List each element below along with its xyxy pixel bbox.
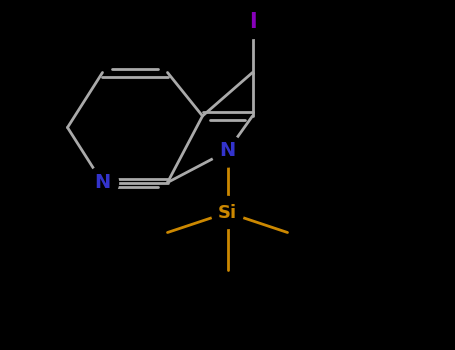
Text: N: N	[219, 141, 236, 161]
Circle shape	[212, 196, 243, 229]
Text: Si: Si	[218, 203, 237, 222]
Circle shape	[237, 7, 268, 38]
Circle shape	[212, 135, 243, 167]
Circle shape	[86, 167, 118, 198]
Text: N: N	[94, 173, 111, 192]
Text: I: I	[249, 13, 256, 33]
